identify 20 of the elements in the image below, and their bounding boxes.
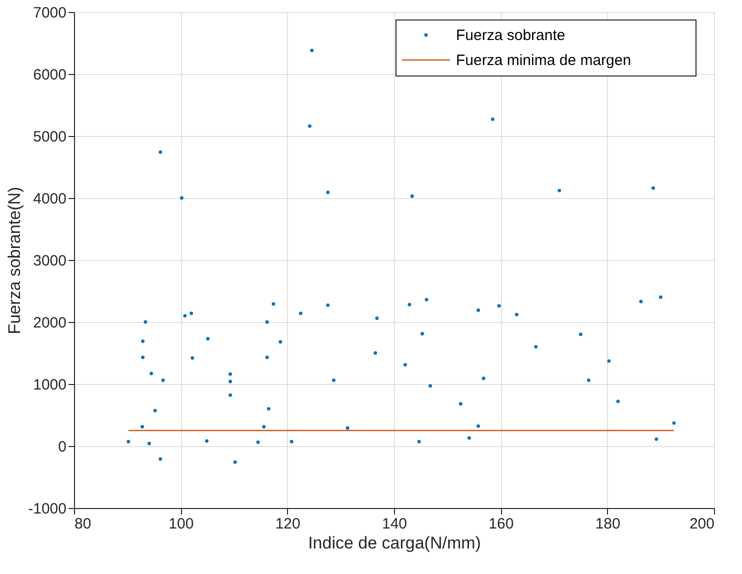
y-tick-label: 5000: [33, 128, 66, 146]
legend-label: Fuerza sobrante: [456, 27, 566, 44]
x-tick-label: 100: [168, 516, 194, 532]
x-tick-label: 200: [689, 516, 714, 532]
x-axis-title: Indice de carga(N/mm): [308, 534, 481, 552]
y-tick-label: 6000: [33, 66, 66, 84]
x-tick-label: 120: [275, 516, 300, 532]
x-tick-label: 180: [595, 516, 620, 532]
y-tick-label: -1000: [28, 500, 66, 518]
x-tick-label: 80: [74, 516, 92, 532]
y-tick-label: 7000: [33, 4, 66, 22]
legend-label: Fuerza minima de margen: [456, 52, 632, 69]
x-tick-label: 160: [488, 516, 514, 532]
y-tick-label: 2000: [33, 314, 66, 332]
y-tick-label: 0: [58, 438, 66, 456]
y-tick-label: 1000: [33, 376, 66, 394]
y-axis-title: Fuerza sobrante(N): [5, 186, 24, 334]
y-tick-label: 3000: [33, 252, 66, 270]
y-tick-label: 4000: [33, 190, 66, 208]
x-tick-label: 140: [382, 516, 408, 532]
